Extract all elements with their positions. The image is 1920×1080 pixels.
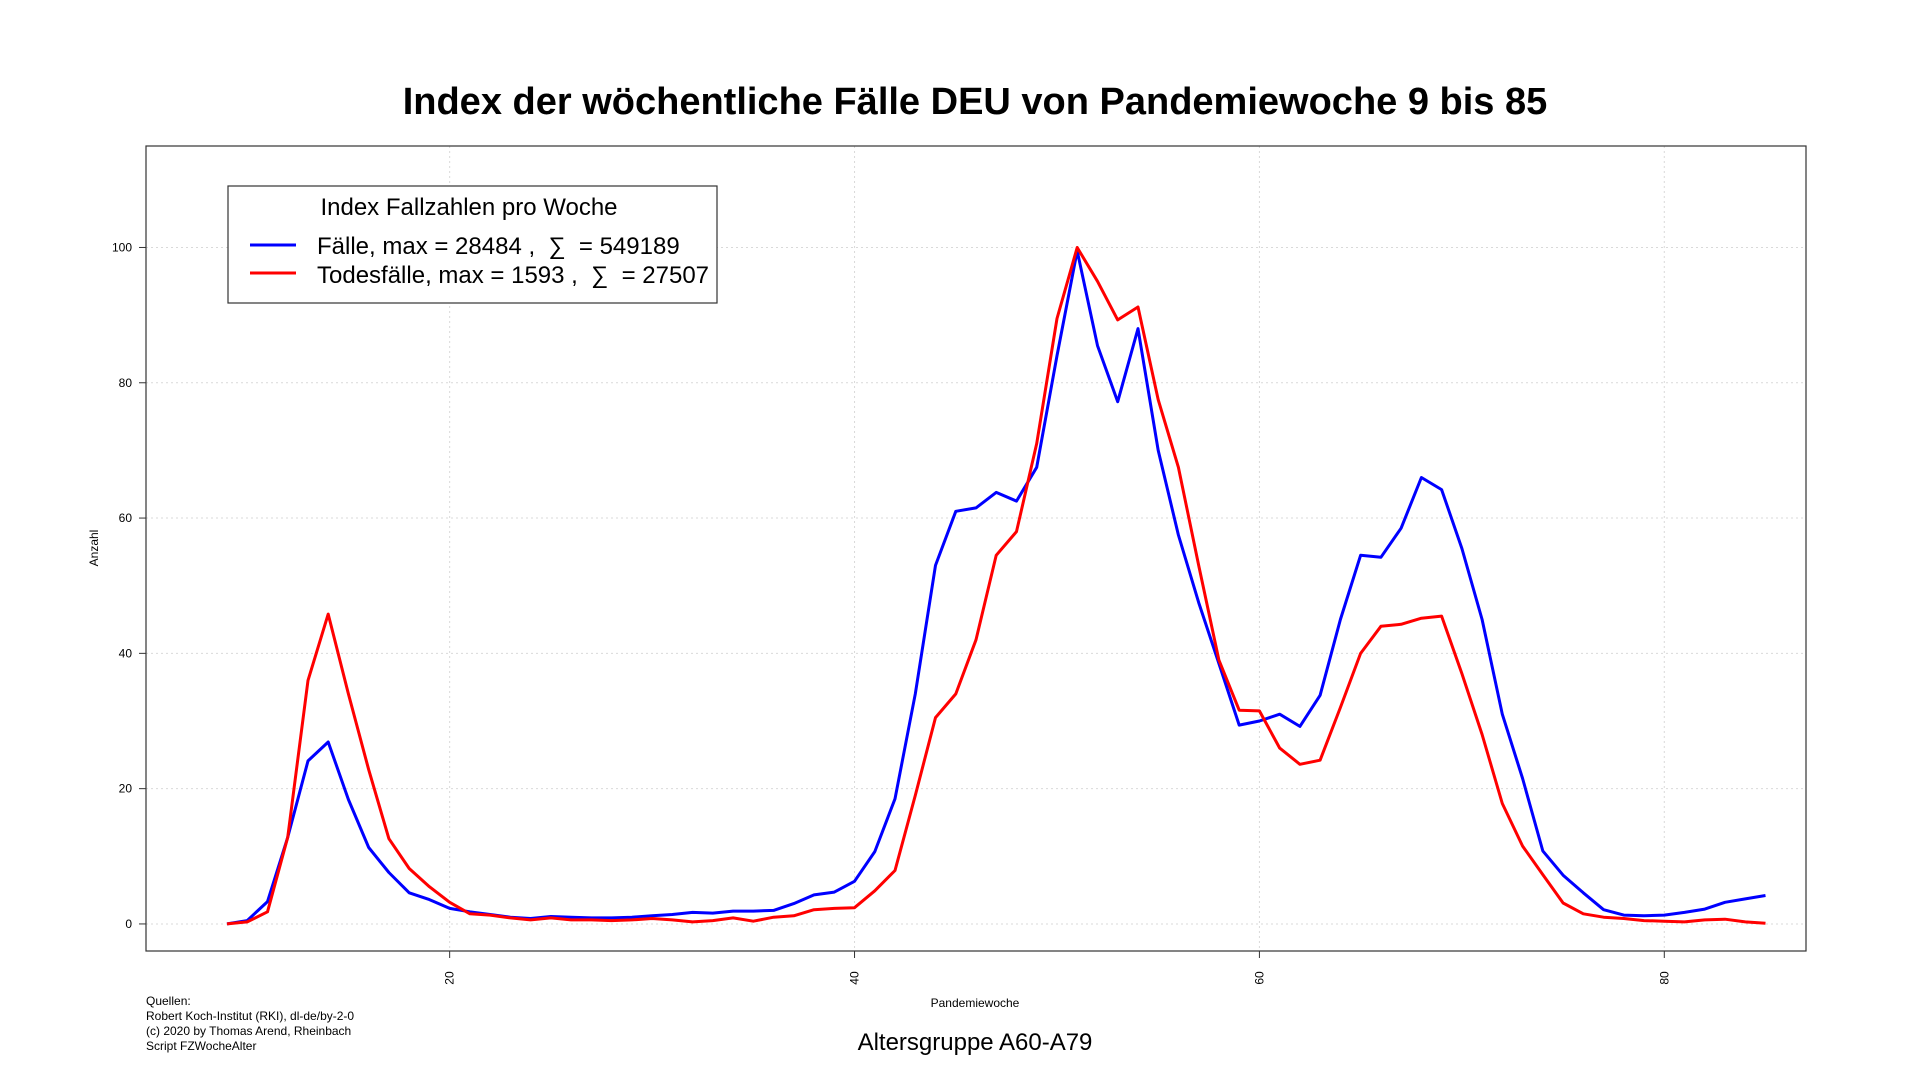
legend-entry-todesfaelle: Todesfälle, max = 1593 , ∑ = 27507: [317, 262, 709, 289]
series-group: [226, 246, 1766, 926]
y-axis-label: Anzahl: [87, 530, 101, 567]
y-tick-label: 40: [119, 646, 133, 660]
source-notes: Quellen: Robert Koch-Institut (RKI), dl-…: [146, 994, 354, 1053]
legend-title: Index Fallzahlen pro Woche: [320, 194, 617, 221]
x-tick-label: 60: [1252, 971, 1266, 985]
grid: [146, 146, 1806, 951]
y-tick-label: 100: [112, 240, 132, 254]
legend: Index Fallzahlen pro Woche Fälle, max = …: [227, 185, 718, 304]
y-tick-label: 60: [119, 511, 133, 525]
x-tick-label: 20: [443, 971, 457, 985]
x-tick-label: 80: [1657, 971, 1671, 985]
source-line: (c) 2020 by Thomas Arend, Rheinbach: [146, 1024, 351, 1038]
x-tick-label: 40: [848, 971, 862, 985]
y-tick-label: 20: [119, 782, 133, 796]
series-line-todesfaelle: [226, 246, 1766, 926]
legend-entry-faelle: Fälle, max = 28484 , ∑ = 549189: [317, 233, 680, 260]
x-axis: 20 40 60 80: [443, 951, 1671, 985]
chart-title: Index der wöchentliche Fälle DEU von Pan…: [403, 81, 1548, 123]
series-line-faelle: [226, 249, 1766, 926]
plot-frame: [145, 145, 1807, 952]
y-tick-label: 80: [119, 376, 133, 390]
legend-box: [227, 185, 718, 304]
source-line: Robert Koch-Institut (RKI), dl-de/by-2-0: [146, 1009, 354, 1023]
x-axis-label: Pandemiewoche: [931, 996, 1020, 1010]
source-line: Quellen:: [146, 994, 191, 1008]
y-tick-label: 0: [125, 917, 132, 931]
y-axis: 0 20 40 60 80 100: [112, 240, 146, 931]
source-line: Script FZWocheAlter: [146, 1039, 256, 1053]
chart-subtitle: Altersgruppe A60-A79: [858, 1029, 1093, 1056]
